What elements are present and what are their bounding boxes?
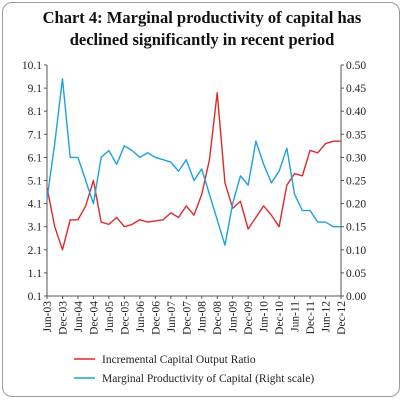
x-tick-label: Dec-03 — [57, 301, 69, 335]
mpc-series-line — [46, 78, 341, 246]
chart-legend: Incremental Capital Output Ratio Marginal… — [74, 354, 314, 385]
left-tick-label: 1.1 — [28, 268, 43, 280]
x-axis-ticks: Jun-03 Dec-03 Jun-04 Dec-04 Jun-05 Dec-05 Jun-… — [42, 296, 348, 335]
right-tick-label: 0.40 — [346, 106, 366, 118]
x-tick-label: Dec-05 — [119, 301, 131, 335]
x-tick-label: Dec-04 — [88, 301, 100, 335]
left-axis-ticks: 0.1 1.1 2.1 3.1 4.1 5.1 6.1 7.1 8.1 9.1 10.1 — [22, 60, 47, 303]
x-tick-label: Dec-09 — [243, 301, 255, 335]
chart-title: Chart 4: Marginal productivity of capita… — [0, 7, 404, 51]
left-tick-label: 5.1 — [28, 176, 43, 188]
left-tick-label: 2.1 — [28, 245, 43, 257]
x-tick-label: Jun-07 — [166, 301, 178, 333]
left-tick-label: 0.1 — [28, 291, 43, 303]
x-tick-label: Jun-05 — [104, 301, 116, 333]
left-tick-label: 7.1 — [28, 129, 43, 141]
left-tick-label: 8.1 — [28, 106, 43, 118]
x-tick-label: Jun-03 — [42, 301, 54, 333]
chart-title-line-2: declined significantly in recent period — [69, 30, 335, 49]
x-tick-label: Dec-06 — [150, 301, 162, 335]
right-tick-label: 0.20 — [346, 199, 366, 211]
right-tick-label: 0.50 — [346, 60, 366, 72]
left-tick-label: 9.1 — [28, 83, 43, 95]
x-tick-label: Jun-09 — [228, 301, 240, 333]
right-tick-label: 0.10 — [346, 245, 366, 257]
right-tick-label: 0.00 — [346, 291, 366, 303]
legend-label-mpc: Marginal Productivity of Capital (Right … — [102, 373, 314, 385]
right-tick-label: 0.15 — [346, 222, 366, 234]
chart-frame — [2, 2, 400, 397]
x-tick-label: Dec-07 — [181, 301, 193, 335]
left-tick-label: 3.1 — [28, 222, 43, 234]
left-tick-label: 4.1 — [28, 199, 43, 211]
right-tick-label: 0.30 — [346, 152, 366, 164]
x-tick-label: Jun-10 — [259, 301, 271, 333]
right-axis-ticks: 0.00 0.05 0.10 0.15 0.20 0.25 0.30 0.35 0.40 0.45… — [341, 60, 366, 303]
x-tick-label: Dec-10 — [274, 301, 286, 335]
right-tick-label: 0.05 — [346, 268, 366, 280]
x-tick-label: Dec-08 — [212, 301, 224, 335]
icor-series-line — [46, 92, 341, 251]
right-tick-label: 0.35 — [346, 129, 366, 141]
x-tick-label: Jun-11 — [290, 301, 302, 332]
x-tick-label: Dec-11 — [305, 301, 317, 335]
series-layer — [46, 78, 341, 251]
chart-title-line-1: Chart 4: Marginal productivity of capita… — [42, 8, 362, 27]
left-tick-label: 10.1 — [22, 60, 42, 72]
x-tick-label: Dec-12 — [336, 301, 348, 335]
right-tick-label: 0.45 — [346, 83, 366, 95]
right-tick-label: 0.25 — [346, 176, 366, 188]
x-tick-label: Jun-08 — [197, 301, 209, 333]
x-tick-label: Jun-06 — [135, 301, 147, 333]
legend-label-icor: Incremental Capital Output Ratio — [102, 354, 256, 366]
left-tick-label: 6.1 — [28, 152, 43, 164]
x-tick-label: Jun-04 — [73, 301, 85, 333]
x-tick-label: Jun-12 — [321, 301, 333, 333]
